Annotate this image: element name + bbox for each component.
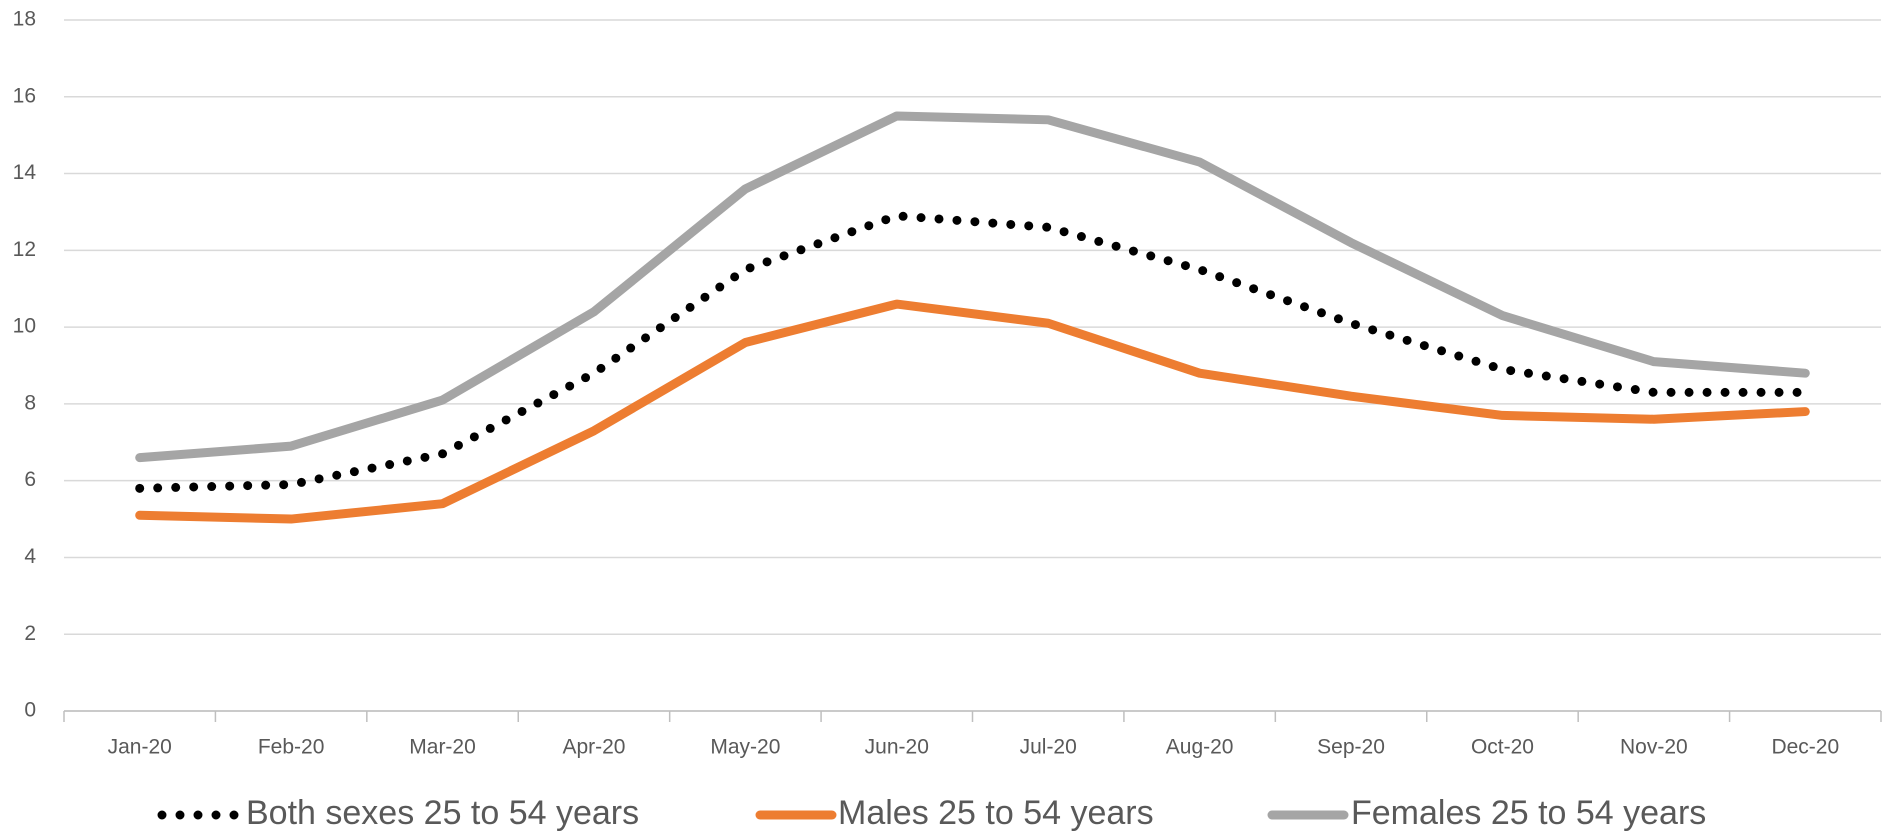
legend-label: Males 25 to 54 years [838,794,1154,832]
x-tick-label: Apr-20 [562,736,625,759]
legend-label: Both sexes 25 to 54 years [246,794,639,832]
y-tick-label: 0 [24,699,36,722]
x-tick-label: Jan-20 [108,736,172,759]
x-tick-label: Jun-20 [865,736,929,759]
series-line [135,299,1810,524]
x-tick-label: Dec-20 [1771,736,1839,759]
x-tick-label: Aug-20 [1166,736,1234,759]
x-tick-label: Mar-20 [409,736,476,759]
legend-label: Females 25 to 54 years [1351,794,1706,832]
series-line [135,211,1810,493]
y-tick-label: 18 [13,8,36,31]
y-tick-label: 4 [24,545,36,568]
x-tick-label: Jul-20 [1020,736,1077,759]
x-tick-label: Nov-20 [1620,736,1688,759]
x-tick-label: Feb-20 [258,736,325,759]
y-tick-label: 8 [24,391,36,414]
series-line [135,111,1810,463]
x-tick-label: Oct-20 [1471,736,1534,759]
y-tick-label: 2 [24,622,36,645]
y-tick-label: 14 [13,161,37,184]
x-tick-label: May-20 [710,736,780,759]
y-tick-label: 10 [13,315,36,338]
x-tick-label: Sep-20 [1317,736,1385,759]
y-tick-label: 16 [13,84,36,107]
y-tick-label: 12 [13,238,36,261]
y-tick-label: 6 [24,468,36,491]
